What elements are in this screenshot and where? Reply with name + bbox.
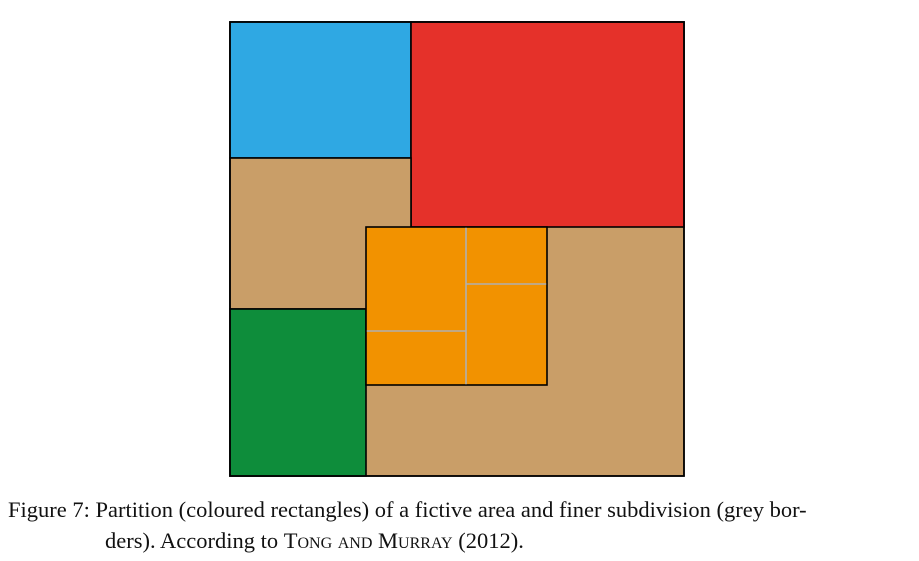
blue-region xyxy=(229,21,412,159)
outer-border xyxy=(229,21,685,477)
red-region xyxy=(410,21,685,228)
citation-authors: Tong and Murray xyxy=(283,528,453,553)
citation-year: (2012). xyxy=(458,528,524,553)
caption-line-1: Figure 7: Partition (coloured rectangles… xyxy=(8,494,913,525)
caption-line-2: ders). According to Tong and Murray (201… xyxy=(8,525,913,556)
caption-text-1: Partition (coloured rectangles) of a fic… xyxy=(95,497,807,522)
orange-region xyxy=(365,226,548,386)
figure-label: Figure 7: xyxy=(8,497,90,522)
partition-figure xyxy=(229,21,685,477)
figure-caption: Figure 7: Partition (coloured rectangles… xyxy=(8,494,913,556)
green-region xyxy=(229,308,367,477)
caption-text-2: ders). According to xyxy=(105,528,279,553)
